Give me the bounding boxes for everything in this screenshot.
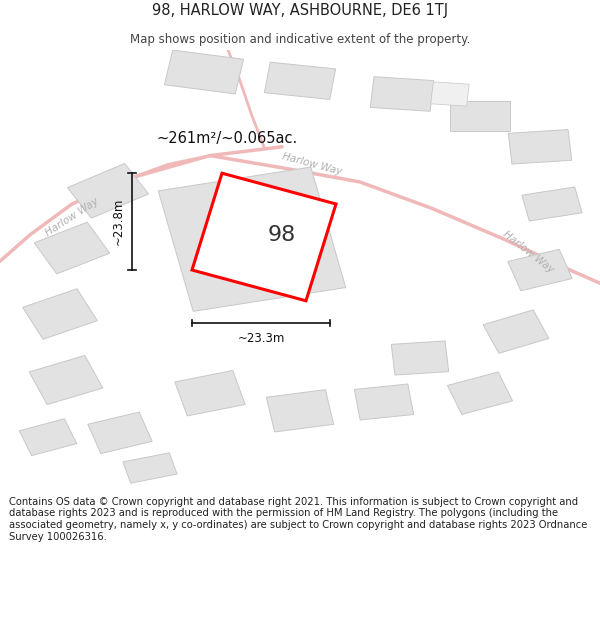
Text: ~261m²/~0.065ac.: ~261m²/~0.065ac.: [156, 131, 297, 146]
Polygon shape: [266, 389, 334, 432]
Polygon shape: [19, 419, 77, 456]
Text: Harlow Way: Harlow Way: [281, 152, 343, 178]
Text: ~23.8m: ~23.8m: [112, 198, 125, 245]
Polygon shape: [450, 101, 510, 131]
Text: Contains OS data © Crown copyright and database right 2021. This information is : Contains OS data © Crown copyright and d…: [9, 497, 587, 541]
Polygon shape: [508, 249, 572, 291]
Text: ~23.3m: ~23.3m: [238, 332, 284, 346]
Polygon shape: [522, 187, 582, 221]
Polygon shape: [164, 50, 244, 94]
Polygon shape: [265, 62, 335, 99]
Text: 98, HARLOW WAY, ASHBOURNE, DE6 1TJ: 98, HARLOW WAY, ASHBOURNE, DE6 1TJ: [152, 4, 448, 19]
Polygon shape: [175, 371, 245, 416]
Polygon shape: [192, 173, 336, 301]
Polygon shape: [431, 82, 469, 106]
Polygon shape: [67, 164, 149, 218]
Text: 98: 98: [268, 225, 296, 245]
Polygon shape: [158, 167, 346, 311]
Polygon shape: [88, 412, 152, 454]
Polygon shape: [483, 310, 549, 353]
Polygon shape: [391, 341, 449, 375]
Text: Harlow Way: Harlow Way: [500, 229, 556, 275]
Polygon shape: [508, 129, 572, 164]
Text: Harlow Way: Harlow Way: [43, 196, 101, 238]
Polygon shape: [34, 222, 110, 274]
Polygon shape: [29, 356, 103, 404]
Polygon shape: [370, 77, 434, 111]
Polygon shape: [123, 453, 177, 483]
Text: Map shows position and indicative extent of the property.: Map shows position and indicative extent…: [130, 32, 470, 46]
Polygon shape: [23, 289, 97, 339]
Polygon shape: [355, 384, 413, 420]
Polygon shape: [448, 372, 512, 414]
